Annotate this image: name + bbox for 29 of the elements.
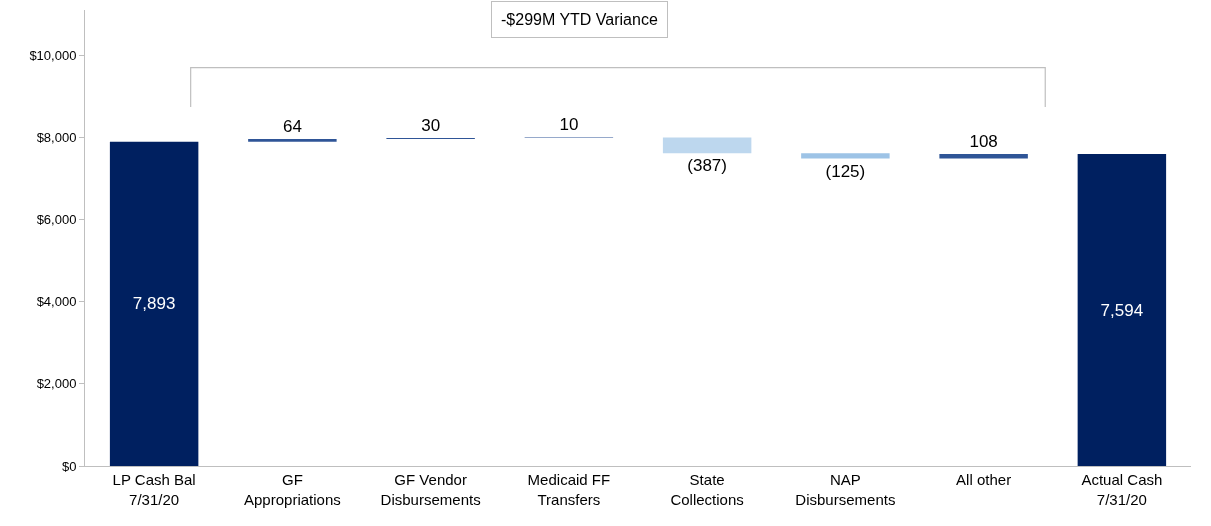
y-tick-label: $0 [61, 458, 77, 474]
bar [109, 141, 199, 466]
x-tick-label: LP Cash Bal 7/31/20 [112, 471, 196, 508]
bar [801, 153, 890, 159]
bar [939, 154, 1028, 159]
data-label: 10 [559, 115, 579, 135]
data-label: (125) [825, 161, 866, 181]
x-tick-label: Medicaid FF Transfers [527, 471, 611, 508]
x-tick-label: State Collections [670, 471, 744, 508]
data-label: 30 [421, 115, 441, 135]
y-tick-label: $8,000 [36, 129, 77, 145]
data-label: 7,893 [132, 294, 176, 314]
x-tick-label: NAP Disbursements [795, 471, 896, 508]
data-label: 64 [282, 117, 302, 137]
annotation: -$299M YTD Variance [501, 11, 658, 28]
bar [662, 137, 752, 154]
y-tick-label: $10,000 [29, 47, 77, 63]
y-tick-label: $6,000 [36, 212, 77, 228]
x-tick-label: All other [956, 471, 1012, 488]
y-tick-label: $4,000 [36, 294, 77, 310]
data-label: 7,594 [1100, 300, 1144, 320]
x-tick-label: GF Vendor Disbursements [380, 471, 481, 508]
bar [248, 139, 337, 142]
x-tick-label: GF Appropriations [244, 471, 341, 508]
data-label: 108 [969, 132, 998, 152]
x-tick-label: Actual Cash 7/31/20 [1081, 471, 1163, 508]
bar [1077, 154, 1167, 466]
y-tick-label: $2,000 [36, 376, 77, 392]
data-label: (387) [687, 156, 727, 176]
